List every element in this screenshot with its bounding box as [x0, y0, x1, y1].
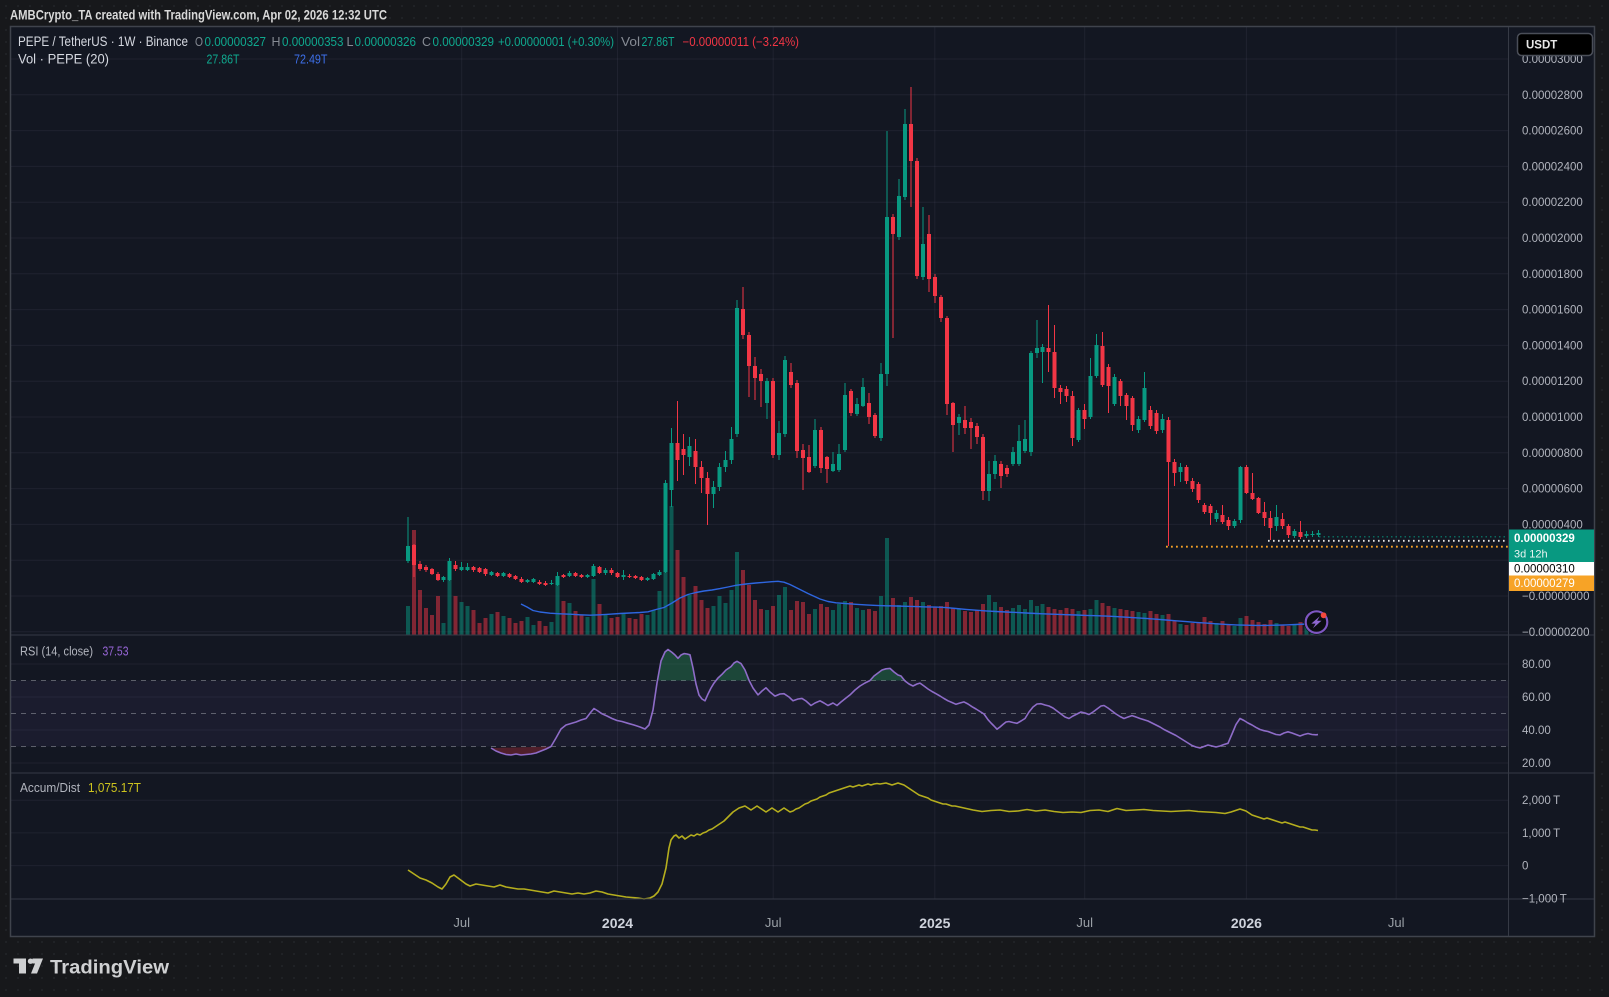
svg-text:2,000 T: 2,000 T	[1522, 795, 1560, 807]
svg-text:Jul: Jul	[1388, 915, 1405, 930]
svg-text:0: 0	[1522, 861, 1528, 873]
svg-text:72.49T: 72.49T	[294, 52, 328, 67]
svg-text:27.86T: 27.86T	[207, 52, 240, 67]
svg-text:40.00: 40.00	[1522, 725, 1551, 737]
svg-text:−0.00000200: −0.00000200	[1522, 627, 1589, 639]
svg-text:1,075.17T: 1,075.17T	[88, 780, 141, 795]
svg-text:0.00002400: 0.00002400	[1522, 161, 1583, 173]
svg-text:−1,000 T: −1,000 T	[1522, 893, 1567, 905]
svg-text:2026: 2026	[1231, 915, 1262, 931]
svg-text:0.00000329: 0.00000329	[433, 35, 495, 49]
svg-text:1,000 T: 1,000 T	[1522, 828, 1560, 840]
svg-text:Jul: Jul	[453, 915, 470, 930]
svg-text:AMBCrypto_TA created with Trad: AMBCrypto_TA created with TradingView.co…	[10, 7, 387, 23]
svg-text:Vol: Vol	[621, 35, 640, 49]
svg-text:0.00000327: 0.00000327	[205, 35, 267, 49]
svg-text:27.86T: 27.86T	[642, 35, 675, 49]
svg-text:0.00002800: 0.00002800	[1522, 90, 1583, 102]
svg-text:C: C	[422, 35, 431, 49]
svg-text:20.00: 20.00	[1522, 758, 1551, 770]
svg-text:Jul: Jul	[765, 915, 782, 930]
svg-text:Jul: Jul	[1076, 915, 1093, 930]
svg-text:0.00000400: 0.00000400	[1522, 519, 1583, 531]
svg-text:Vol · PEPE (20): Vol · PEPE (20)	[18, 52, 109, 67]
svg-text:0.00000326: 0.00000326	[355, 35, 417, 49]
svg-text:O: O	[195, 35, 203, 49]
svg-text:L: L	[347, 35, 354, 49]
svg-text:0.00001600: 0.00001600	[1522, 305, 1583, 317]
svg-text:PEPE / TetherUS · 1W · Binance: PEPE / TetherUS · 1W · Binance	[18, 33, 188, 49]
svg-text:+0.00000001 (+0.30%): +0.00000001 (+0.30%)	[498, 35, 614, 49]
svg-text:TradingView: TradingView	[50, 957, 170, 979]
svg-text:2024: 2024	[602, 915, 633, 931]
svg-text:0.00000329: 0.00000329	[1514, 533, 1575, 545]
svg-text:80.00: 80.00	[1522, 659, 1551, 671]
svg-text:USDT: USDT	[1526, 40, 1557, 52]
svg-text:−0.00000000: −0.00000000	[1522, 591, 1589, 603]
svg-text:2025: 2025	[919, 915, 950, 931]
svg-text:0.00000310: 0.00000310	[1514, 564, 1575, 576]
svg-text:60.00: 60.00	[1522, 692, 1551, 704]
svg-text:3d 12h: 3d 12h	[1514, 549, 1548, 561]
svg-text:0.00001800: 0.00001800	[1522, 269, 1583, 281]
svg-text:37.53: 37.53	[103, 644, 129, 659]
svg-text:RSI (14, close): RSI (14, close)	[20, 644, 93, 659]
svg-text:H: H	[272, 35, 281, 49]
svg-text:0.00002000: 0.00002000	[1522, 233, 1583, 245]
svg-text:0.00000600: 0.00000600	[1522, 484, 1583, 496]
svg-text:−0.00000011 (−3.24%): −0.00000011 (−3.24%)	[683, 35, 800, 49]
svg-text:0.00002200: 0.00002200	[1522, 197, 1583, 209]
svg-text:0.00003000: 0.00003000	[1522, 54, 1583, 66]
svg-text:0.00001200: 0.00001200	[1522, 376, 1583, 388]
svg-text:0.00000279: 0.00000279	[1514, 578, 1575, 590]
svg-text:0.00001000: 0.00001000	[1522, 412, 1583, 424]
svg-text:0.00000800: 0.00000800	[1522, 448, 1583, 460]
svg-text:0.00002600: 0.00002600	[1522, 126, 1583, 138]
svg-text:0.00000353: 0.00000353	[282, 35, 344, 49]
svg-text:Accum/Dist: Accum/Dist	[20, 780, 80, 795]
svg-text:0.00001400: 0.00001400	[1522, 340, 1583, 352]
